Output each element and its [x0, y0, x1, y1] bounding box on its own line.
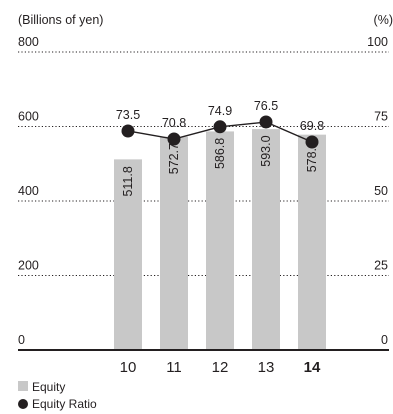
equity-bar-value-label: 572.7 — [167, 143, 181, 174]
equity-ratio-value-label: 74.9 — [208, 104, 232, 118]
legend-equity-ratio-label: Equity Ratio — [32, 397, 97, 411]
equity-ratio-value-label: 69.8 — [300, 119, 324, 133]
y-right-tick-label: 25 — [374, 259, 388, 273]
equity-ratio-point — [167, 132, 181, 146]
x-tick-label: 11 — [166, 359, 182, 376]
x-tick-label: 13 — [258, 359, 275, 376]
legend-equity-swatch — [18, 381, 28, 391]
y-right-tick-label: 100 — [367, 35, 388, 49]
x-tick-label: 12 — [212, 359, 229, 376]
y-right-axis-label: (%) — [374, 13, 393, 27]
equity-ratio-value-label: 73.5 — [116, 108, 140, 122]
equity-bar — [114, 159, 142, 350]
y-right-tick-label: 75 — [374, 110, 388, 124]
y-left-tick-label: 200 — [18, 259, 39, 273]
equity-ratio-point — [259, 115, 273, 129]
equity-bar-value-label: 586.8 — [213, 138, 227, 169]
equity-bar — [252, 129, 280, 350]
y-left-tick-label: 800 — [18, 35, 39, 49]
equity-bar — [298, 134, 326, 350]
y-left-tick-label: 0 — [18, 333, 25, 347]
equity-bar-value-label: 511.8 — [121, 166, 135, 196]
equity-bar — [206, 131, 234, 350]
equity-ratio-point — [121, 124, 135, 138]
y-left-tick-label: 400 — [18, 184, 39, 198]
y-right-tick-label: 50 — [374, 184, 388, 198]
y-left-tick-label: 600 — [18, 110, 39, 124]
equity-bar-value-label: 593.0 — [259, 135, 273, 166]
equity-ratio-value-label: 76.5 — [254, 99, 278, 113]
equity-bar-value-label: 578.1 — [305, 141, 319, 172]
x-tick-label: 10 — [120, 359, 137, 376]
x-tick-label: 14 — [304, 359, 321, 376]
equity-ratio-value-label: 70.8 — [162, 116, 186, 130]
equity-ratio-point — [305, 135, 319, 149]
equity-bar — [160, 136, 188, 350]
y-left-axis-label: (Billions of yen) — [18, 13, 103, 27]
y-right-tick-label: 0 — [381, 333, 388, 347]
equity-ratio-point — [213, 120, 227, 134]
legend-equity-ratio-swatch — [18, 399, 28, 409]
legend-equity-label: Equity — [32, 380, 65, 394]
